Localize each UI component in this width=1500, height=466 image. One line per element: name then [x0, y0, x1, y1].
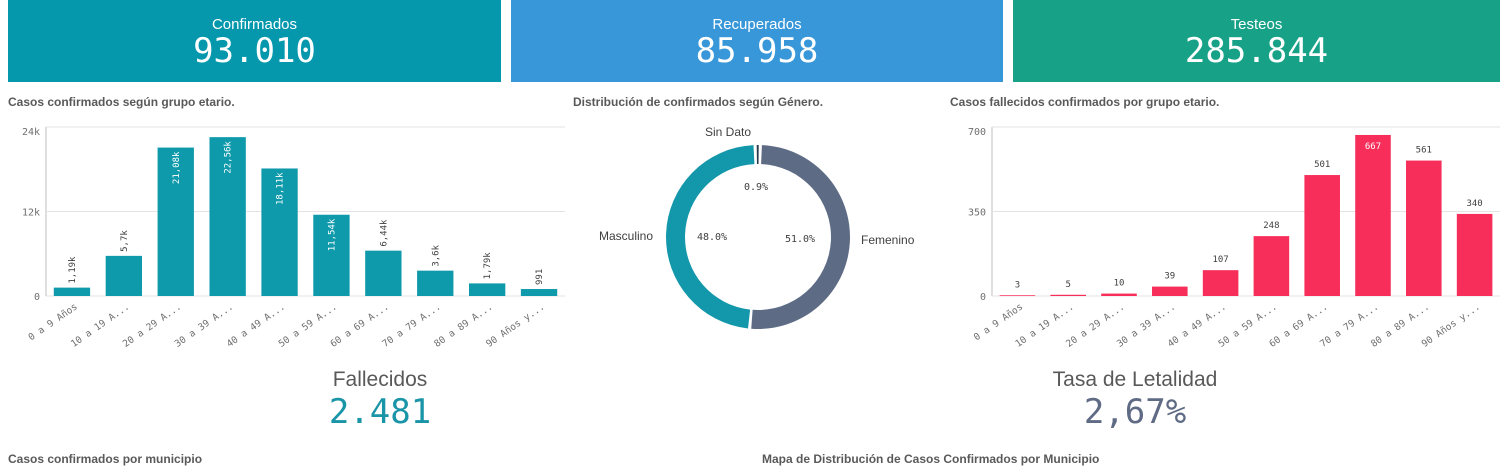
data-label: 5: [1065, 280, 1070, 290]
data-label: 3: [1015, 280, 1020, 290]
kpi-recuperados[interactable]: Recuperados 85.958: [511, 0, 1003, 82]
bar[interactable]: [1456, 213, 1493, 296]
bar[interactable]: [53, 287, 91, 296]
x-tick-label: 0 a 9 Años: [27, 301, 80, 343]
donut-slice[interactable]: [756, 145, 759, 165]
bar[interactable]: [209, 137, 246, 296]
bar[interactable]: [1202, 270, 1239, 296]
slice-name-label: Sin Dato: [705, 125, 751, 139]
data-label: 22,56k: [224, 141, 234, 174]
kpi-fallecidos[interactable]: Fallecidos 2.481: [230, 368, 530, 432]
chart-title-genero: Distribución de confirmados según Género…: [573, 95, 824, 109]
kpi-testeos[interactable]: Testeos 285.844: [1013, 0, 1500, 82]
data-label: 667: [1365, 142, 1381, 152]
slice-percent-label: 51.0%: [785, 234, 815, 245]
y-tick-label: 12k: [22, 208, 40, 219]
bar[interactable]: [520, 289, 558, 296]
data-label: 1,19k: [68, 256, 78, 284]
section-title-municipio: Casos confirmados por municipio: [8, 452, 203, 466]
slice-name-label: Femenino: [861, 233, 915, 247]
chart-title-edad: Casos confirmados según grupo etario.: [8, 95, 235, 109]
y-tick-label: 700: [968, 127, 986, 138]
donut-slice[interactable]: [665, 145, 755, 329]
chart-title-fallecidos: Casos fallecidos confirmados por grupo e…: [950, 95, 1220, 109]
data-label: 3,6k: [431, 244, 441, 266]
data-label: 561: [1416, 146, 1432, 156]
data-label: 501: [1314, 160, 1330, 170]
data-label: 10: [1114, 279, 1125, 289]
data-label: 5,7k: [120, 230, 130, 252]
data-label: 991: [535, 269, 545, 285]
kpi-letalidad-value: 2,67%: [1083, 392, 1187, 432]
slice-percent-label: 48.0%: [697, 232, 727, 243]
donut-chart-genero[interactable]: 51.0% Femenino 48.0% Masculino 0.9% Sin Dato: [565, 110, 950, 350]
kpi-label: Testeos: [1230, 16, 1283, 33]
section-title-mapa: Mapa de Distribución de Casos Confirmado…: [762, 452, 1100, 466]
bar[interactable]: [313, 214, 350, 296]
data-label: 21,08k: [172, 151, 182, 184]
bar[interactable]: [1304, 175, 1340, 296]
bar[interactable]: [1253, 236, 1290, 296]
kpi-fallecidos-value: 2.481: [328, 392, 432, 432]
y-tick-label: 350: [968, 208, 986, 219]
kpi-label: Confirmados: [211, 16, 298, 33]
bar[interactable]: [1152, 286, 1188, 296]
bar[interactable]: [468, 283, 506, 296]
bar[interactable]: [417, 270, 454, 296]
bar[interactable]: [1355, 134, 1391, 296]
bar[interactable]: [157, 147, 194, 296]
kpi-value: 93.010: [193, 31, 316, 71]
data-label: 1,79k: [483, 252, 493, 280]
kpi-letalidad[interactable]: Tasa de Letalidad 2,67%: [985, 368, 1285, 432]
data-label: 340: [1466, 199, 1482, 209]
data-label: 248: [1263, 221, 1279, 231]
data-label: 39: [1164, 272, 1175, 282]
bar[interactable]: [1406, 160, 1442, 296]
donut-slice[interactable]: [751, 145, 850, 329]
bar[interactable]: [365, 250, 402, 296]
bar[interactable]: [1101, 293, 1137, 296]
kpi-confirmados[interactable]: Confirmados 93.010: [8, 0, 501, 82]
y-tick-label: 0: [980, 292, 986, 303]
data-label: 107: [1212, 255, 1228, 265]
bar[interactable]: [105, 255, 143, 296]
kpi-value: 285.844: [1184, 31, 1329, 71]
kpi-value: 85.958: [695, 31, 819, 71]
data-label: 11,54k: [327, 218, 337, 251]
bar[interactable]: [261, 168, 298, 296]
bar[interactable]: [999, 295, 1036, 296]
data-label: 18,11k: [276, 172, 286, 205]
kpi-letalidad-label: Tasa de Letalidad: [1052, 368, 1218, 391]
y-tick-label: 24k: [22, 127, 40, 138]
kpi-label: Recuperados: [712, 16, 802, 33]
kpi-fallecidos-label: Fallecidos: [332, 368, 428, 391]
bar[interactable]: [1050, 294, 1086, 296]
y-tick-label: 0: [34, 292, 40, 303]
data-label: 6,44k: [379, 219, 389, 247]
slice-name-label: Masculino: [599, 229, 653, 243]
slice-percent-label: 0.9%: [744, 182, 768, 193]
